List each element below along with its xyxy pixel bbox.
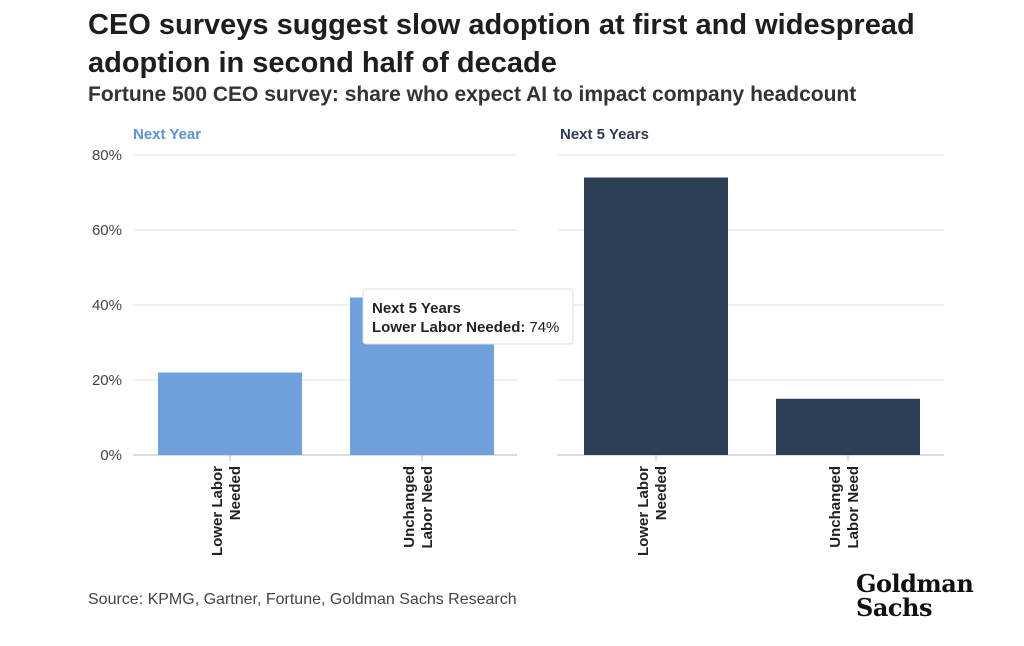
goldman-sachs-logo: Goldman Sachs: [856, 569, 974, 622]
bars: [158, 177, 920, 456]
logo-line-2: Sachs: [856, 593, 932, 622]
panel-title: Next Year: [133, 126, 201, 143]
logo-line-1: Goldman: [856, 569, 974, 598]
svg-text:Lower Labor Needed:74%: Lower Labor Needed: 74%: [372, 319, 559, 336]
tooltip-box: [362, 288, 574, 345]
y-tick-label: 80%: [92, 147, 122, 164]
tooltip-value: 74%: [529, 319, 559, 336]
chart-title: CEO surveys suggest slow adoption at fir…: [88, 9, 915, 79]
tooltip-title: Next 5 Years: [372, 300, 461, 317]
bar[interactable]: [158, 372, 302, 456]
x-category-label: UnchangedLabor Need: [827, 466, 862, 549]
bar[interactable]: [776, 398, 920, 455]
source-note: Source: KPMG, Gartner, Fortune, Goldman …: [88, 591, 517, 608]
panel-title: Next 5 Years: [560, 126, 649, 143]
axis-labels: 0% 20% 40% 60% 80% Next Year Lower LaborNeeded…: [92, 126, 862, 556]
tooltip: Next 5 Years Lower Labor Needed: 74%: [362, 288, 574, 345]
x-category-label: Lower LaborNeeded: [635, 466, 670, 556]
y-tick-label: 20%: [92, 372, 122, 389]
chart-subtitle: Fortune 500 CEO survey: share who expect…: [88, 83, 857, 106]
y-tick-label: 60%: [92, 222, 122, 239]
x-category-label: Lower LaborNeeded: [209, 466, 244, 556]
y-tick-label: 0%: [100, 447, 122, 464]
y-tick-label: 40%: [92, 297, 122, 314]
x-category-label: UnchangedLabor Need: [401, 466, 436, 549]
tooltip-label: Lower Labor Needed:: [372, 319, 525, 336]
bar[interactable]: [584, 177, 728, 456]
